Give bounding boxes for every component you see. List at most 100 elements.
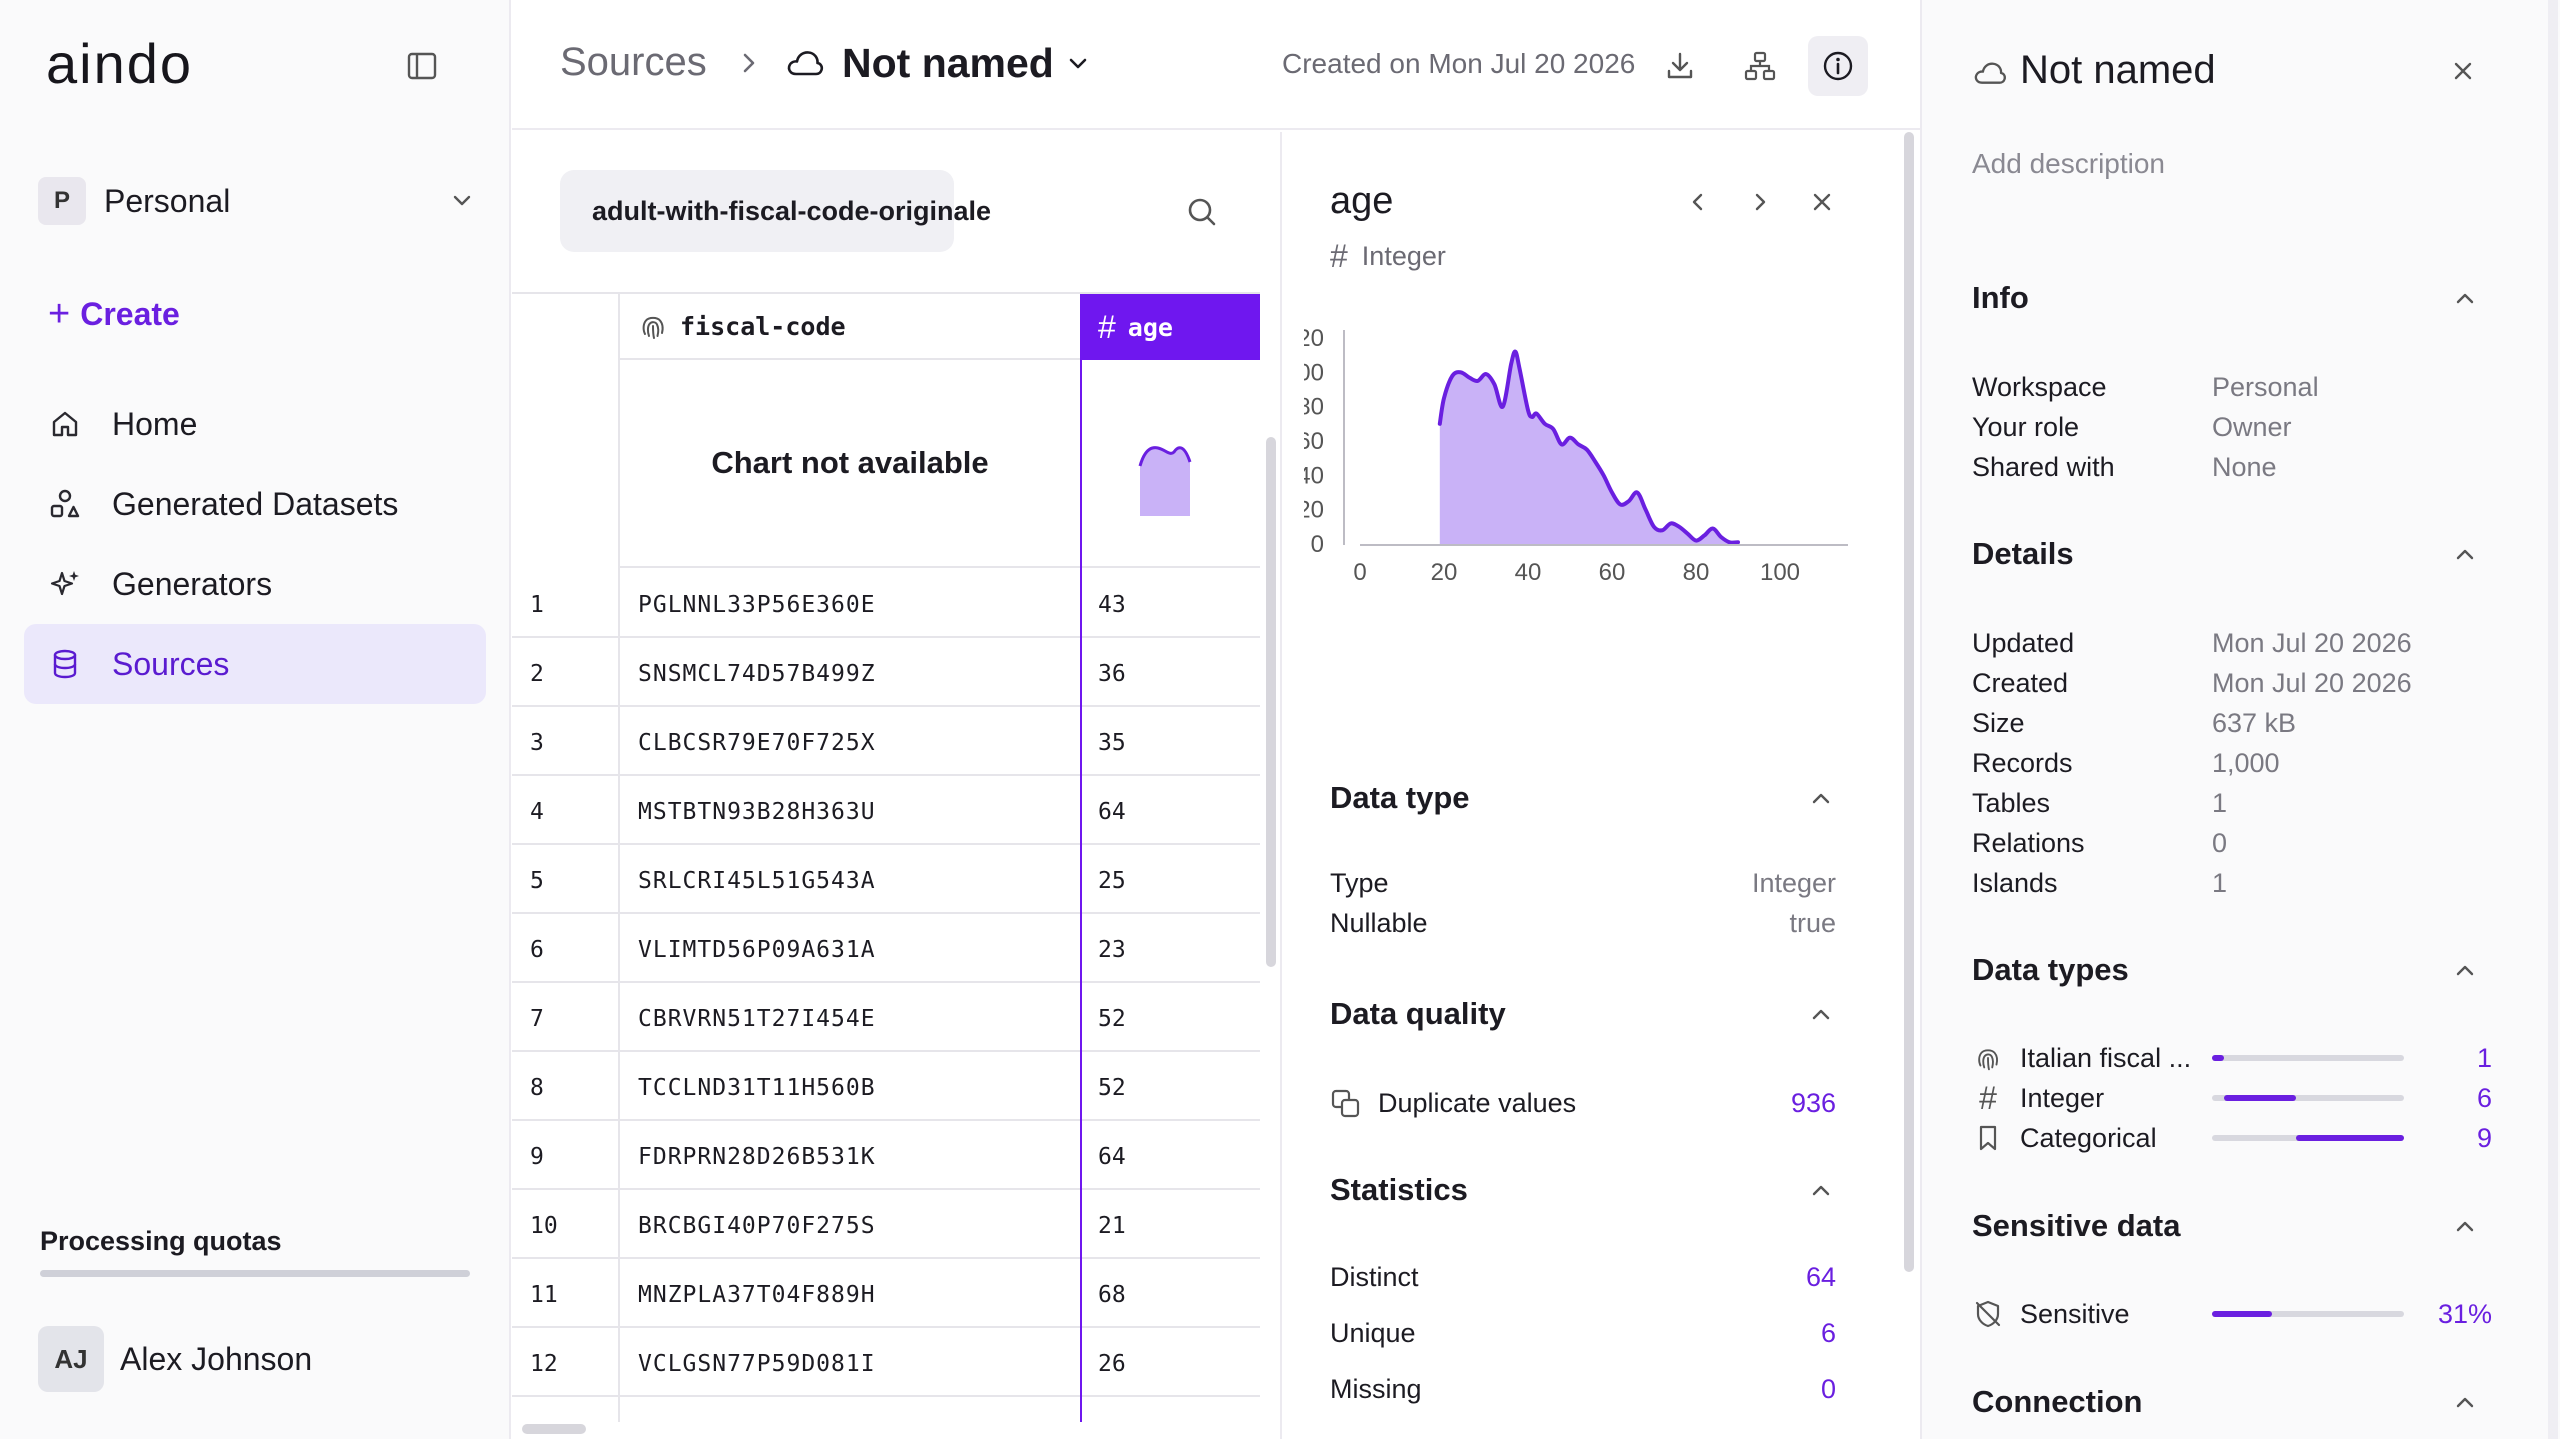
data-type-count: 9	[2476, 1122, 2492, 1153]
data-type-row-fiscal: Italian fiscal ... 1	[1972, 1038, 2492, 1078]
table-row[interactable]: 13 BSCRLD40R48D111N 69	[512, 1398, 1260, 1422]
search-icon[interactable]	[1182, 192, 1222, 232]
statistics-section-title: Statistics	[1330, 1172, 1468, 1207]
table-horizontal-scrollbar[interactable]	[522, 1424, 586, 1434]
nullable-label: Nullable	[1330, 908, 1428, 938]
details-section-title: Details	[1972, 536, 2074, 571]
row-index: 8	[530, 1075, 544, 1101]
row-index: 6	[530, 937, 544, 963]
table-row[interactable]: 8 TCCLND31T11H560B 52	[512, 1053, 1260, 1121]
created-label: Created	[1972, 668, 2069, 698]
data-type-row-categorical: Categorical 9	[1972, 1118, 2492, 1158]
next-column-button[interactable]	[1742, 184, 1778, 220]
islands-value: 1	[2212, 868, 2228, 898]
sidebar-toggle-icon[interactable]	[402, 46, 442, 86]
table-row[interactable]: 3 CLBCSR79E70F725X 35	[512, 708, 1260, 776]
table-row[interactable]: 1 PGLNNL33P56E360E 43	[512, 570, 1260, 638]
workspace-name: Personal	[104, 182, 231, 219]
fingerprint-icon	[1972, 1042, 2004, 1074]
chevron-up-icon[interactable]	[2448, 538, 2482, 572]
nav-item-sources[interactable]: Sources	[24, 624, 486, 704]
info-button[interactable]	[1808, 36, 1868, 96]
table-name-chip[interactable]: adult-with-fiscal-code-originale	[560, 170, 991, 252]
chevron-up-icon[interactable]	[2448, 1210, 2482, 1244]
nav-item-home[interactable]: Home	[24, 384, 486, 464]
fiscal-code-cell: CBRVRN51T27I454E	[638, 1006, 876, 1032]
age-cell: 69	[1098, 1420, 1126, 1422]
chevron-up-icon[interactable]	[2448, 1386, 2482, 1420]
data-type-bar-fill	[2212, 1055, 2224, 1061]
fiscal-code-cell: SNSMCL74D57B499Z	[638, 661, 876, 687]
islands-label: Islands	[1972, 868, 2058, 898]
created-date: Created on Mon Jul 20 2026	[1282, 48, 1636, 79]
missing-value: 0	[1820, 1374, 1836, 1404]
table-row[interactable]: 11 MNZPLA37T04F889H 68	[512, 1260, 1260, 1328]
create-button[interactable]: + Create	[48, 290, 180, 338]
chevron-down-icon[interactable]	[1064, 50, 1092, 78]
chevron-up-icon[interactable]	[1804, 782, 1838, 816]
cloud-icon	[1972, 58, 2008, 88]
row-index: 1	[530, 592, 544, 618]
distinct-value: 64	[1805, 1262, 1836, 1292]
y-tick-label: 40	[1304, 462, 1324, 489]
y-tick-label: 80	[1304, 394, 1324, 421]
age-cell: 64	[1098, 1144, 1126, 1170]
row-index: 2	[530, 661, 544, 687]
connection-section-title: Connection	[1972, 1384, 2143, 1419]
shared-with-value: None	[2212, 452, 2277, 482]
add-description-field[interactable]: Add description	[1972, 148, 2166, 179]
table-vertical-scrollbar[interactable]	[1266, 437, 1276, 967]
column-header-fiscal-code[interactable]: fiscal-code	[620, 294, 1080, 360]
table-row[interactable]: 6 VLIMTD56P09A631A 23	[512, 915, 1260, 983]
data-type-bar	[2212, 1135, 2404, 1141]
chevron-up-icon[interactable]	[2448, 954, 2482, 988]
table-row[interactable]: 5 SRLCRI45L51G543A 25	[512, 846, 1260, 914]
data-type-label: Integer	[2020, 1082, 2105, 1113]
schema-button[interactable]	[1730, 36, 1790, 96]
duplicate-values-label: Duplicate values	[1378, 1088, 1577, 1118]
data-type-bar	[2212, 1055, 2404, 1061]
download-button[interactable]	[1650, 36, 1710, 96]
workspace-selector[interactable]: P Personal	[38, 172, 478, 230]
y-tick-label: 0	[1311, 531, 1324, 558]
nav-item-generated-datasets[interactable]: Generated Datasets	[24, 464, 486, 544]
column-panel-scrollbar[interactable]	[1904, 132, 1914, 1272]
page-title[interactable]: Not named	[842, 40, 1054, 86]
age-cell: 25	[1098, 868, 1126, 894]
chevron-up-icon[interactable]	[2448, 282, 2482, 316]
chevron-up-icon[interactable]	[1804, 1174, 1838, 1208]
table-row[interactable]: 12 VCLGSN77P59D081I 26	[512, 1329, 1260, 1397]
table-row[interactable]: 9 FDRPRN28D26B531K 64	[512, 1122, 1260, 1190]
previous-column-button[interactable]	[1680, 184, 1716, 220]
schema-icon	[1743, 49, 1777, 83]
info-panel-scrollbar[interactable]	[2548, 0, 2558, 1439]
column-header-label: fiscal-code	[680, 311, 846, 341]
hash-icon: #	[1330, 238, 1348, 274]
sparkle-icon	[48, 567, 82, 601]
role-label: Your role	[1972, 412, 2080, 442]
chevron-up-icon[interactable]	[1804, 998, 1838, 1032]
breadcrumb-sources[interactable]: Sources	[560, 40, 707, 84]
table-row[interactable]: 10 BRCBGI40P70F275S 21	[512, 1191, 1260, 1259]
close-column-panel-button[interactable]	[1804, 184, 1840, 220]
table-row[interactable]: 4 MSTBTN93B28H363U 64	[512, 777, 1260, 845]
role-value: Owner	[2212, 412, 2292, 442]
column-header-age[interactable]: # age	[1080, 294, 1260, 360]
table-row[interactable]: 7 CBRVRN51T27I454E 52	[512, 984, 1260, 1052]
data-type-label: Categorical	[2020, 1122, 2157, 1153]
data-type-bar-fill	[2223, 1095, 2297, 1101]
nullable-value: true	[1789, 908, 1836, 938]
sensitive-bar	[2212, 1311, 2404, 1317]
row-index: 9	[530, 1144, 544, 1170]
row-index: 3	[530, 730, 544, 756]
nav-item-generators[interactable]: Generators	[24, 544, 486, 624]
table-row[interactable]: 2 SNSMCL74D57B499Z 36	[512, 639, 1260, 707]
sensitive-data-section-title: Sensitive data	[1972, 1208, 2181, 1243]
age-cell: 35	[1098, 730, 1126, 756]
user-menu[interactable]: AJ Alex Johnson	[38, 1326, 312, 1392]
workspace-label: Workspace	[1972, 372, 2107, 402]
x-tick-label: 100	[1760, 559, 1800, 586]
workspace-value: Personal	[2212, 372, 2319, 402]
close-icon[interactable]	[2446, 54, 2480, 88]
fingerprint-icon	[636, 309, 670, 343]
